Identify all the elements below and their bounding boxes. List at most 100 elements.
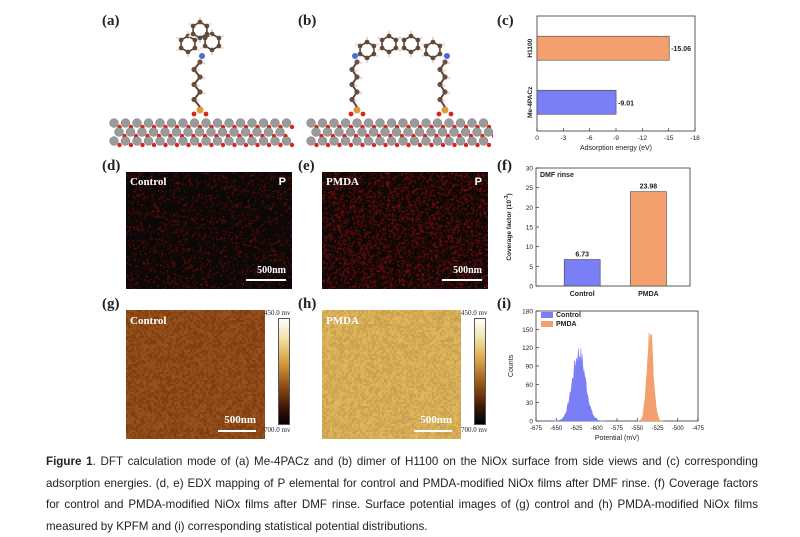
h-atom bbox=[188, 22, 191, 26]
o-atom bbox=[436, 111, 442, 117]
edx-element-label: P bbox=[474, 176, 482, 188]
h-atom bbox=[377, 36, 380, 40]
h-atom bbox=[447, 61, 451, 65]
panel-label-f: (f) bbox=[497, 158, 512, 174]
x-tick-label: -6 bbox=[587, 135, 593, 142]
y-tick-label: 30 bbox=[526, 166, 534, 173]
ni-atom bbox=[483, 127, 493, 137]
scale-bar bbox=[414, 430, 452, 432]
bar-data-label: 6.73 bbox=[575, 252, 589, 259]
bar-data-label: -9.01 bbox=[618, 100, 634, 107]
panel-label-i: (i) bbox=[497, 296, 512, 312]
y-axis-label: Counts bbox=[508, 354, 515, 377]
ni-atom bbox=[247, 136, 257, 146]
h-atom bbox=[198, 40, 202, 44]
ni-atom bbox=[352, 136, 362, 146]
o-atom bbox=[360, 111, 366, 117]
h-atom bbox=[431, 60, 435, 64]
h-atom bbox=[176, 36, 179, 40]
ni-atom bbox=[403, 127, 413, 137]
o-atom bbox=[232, 142, 237, 148]
o-atom bbox=[278, 142, 283, 148]
o-atom bbox=[209, 142, 214, 148]
x-axis-label: Adsorption energy (eV) bbox=[580, 145, 652, 152]
kpfm-texture bbox=[126, 310, 265, 439]
colorbar-bottom-label: 700.0 mv bbox=[264, 426, 291, 434]
ni-atom bbox=[178, 136, 188, 146]
ni-atom bbox=[345, 127, 356, 137]
n-atom bbox=[444, 53, 450, 59]
c-atom bbox=[197, 59, 203, 65]
o-atom bbox=[266, 142, 272, 148]
o-atom bbox=[440, 142, 446, 148]
edx-map-control: Control P 500nm bbox=[126, 172, 292, 289]
o-atom bbox=[197, 142, 203, 148]
ni-atom bbox=[132, 118, 142, 128]
kpfm-tag-control: Control bbox=[130, 315, 167, 327]
h-atom bbox=[447, 76, 451, 80]
ring-bond bbox=[381, 35, 397, 53]
h-atom bbox=[359, 91, 363, 95]
molecular-model-me4pacz bbox=[109, 16, 294, 148]
o-atom bbox=[406, 142, 411, 148]
p-atom bbox=[353, 106, 361, 114]
ni-atom bbox=[235, 136, 246, 146]
y-tick-label: 0 bbox=[529, 284, 533, 291]
scale-bar-label: 500nm bbox=[420, 414, 452, 426]
ni-atom bbox=[322, 127, 333, 137]
ni-atom bbox=[460, 127, 471, 137]
scale-bar-label: 500nm bbox=[224, 414, 256, 426]
bar-Control bbox=[563, 259, 601, 287]
bar-data-label: 23.98 bbox=[640, 184, 658, 191]
ni-atom bbox=[258, 118, 269, 128]
ni-atom bbox=[194, 127, 205, 137]
ni-atom bbox=[478, 118, 489, 128]
colorbar-control bbox=[278, 318, 290, 425]
o-atom bbox=[163, 142, 168, 148]
h-atom bbox=[221, 46, 224, 50]
ni-atom bbox=[421, 136, 431, 146]
x-tick-label: -9 bbox=[613, 135, 619, 142]
ni-atom bbox=[160, 127, 170, 137]
o-atom bbox=[475, 142, 480, 148]
ni-atom bbox=[368, 127, 379, 137]
kpfm-texture bbox=[322, 310, 461, 439]
h-atom bbox=[176, 48, 179, 52]
o-atom bbox=[220, 142, 226, 148]
o-atom bbox=[151, 142, 157, 148]
x-tick-label: -600 bbox=[591, 426, 604, 432]
ni-atom bbox=[252, 127, 262, 137]
c-atom bbox=[442, 59, 448, 65]
ni-atom bbox=[109, 136, 119, 146]
bar-H1100 bbox=[536, 35, 670, 61]
x-tick-label: -675 bbox=[530, 426, 543, 432]
h-atom bbox=[377, 48, 380, 52]
h-atom bbox=[442, 99, 446, 102]
kpfm-image-pmda: PMDA 500nm bbox=[322, 310, 461, 439]
h-atom bbox=[200, 46, 203, 50]
h-atom bbox=[196, 69, 200, 72]
panel-label-e: (e) bbox=[298, 158, 315, 174]
ni-atom bbox=[183, 127, 193, 137]
ni-atom bbox=[114, 127, 124, 137]
o-atom bbox=[191, 111, 197, 117]
h-atom bbox=[359, 76, 363, 80]
c-atom bbox=[354, 59, 360, 65]
legend-swatch bbox=[541, 321, 553, 327]
ni-atom bbox=[472, 127, 482, 137]
y-tick-label: 180 bbox=[522, 309, 533, 316]
h-atom bbox=[421, 42, 424, 46]
edx-tag-control: Control bbox=[130, 176, 167, 188]
ni-atom bbox=[224, 136, 234, 146]
ni-atom bbox=[352, 118, 362, 128]
ni-atom bbox=[212, 136, 223, 146]
o-atom bbox=[289, 124, 294, 130]
p-atom bbox=[441, 106, 449, 114]
o-atom bbox=[463, 142, 469, 148]
n-atom bbox=[352, 53, 358, 59]
ni-atom bbox=[166, 118, 177, 128]
panel-label-h: (h) bbox=[298, 296, 317, 312]
ni-atom bbox=[212, 118, 223, 128]
h-atom bbox=[202, 61, 206, 65]
ni-atom bbox=[247, 118, 257, 128]
